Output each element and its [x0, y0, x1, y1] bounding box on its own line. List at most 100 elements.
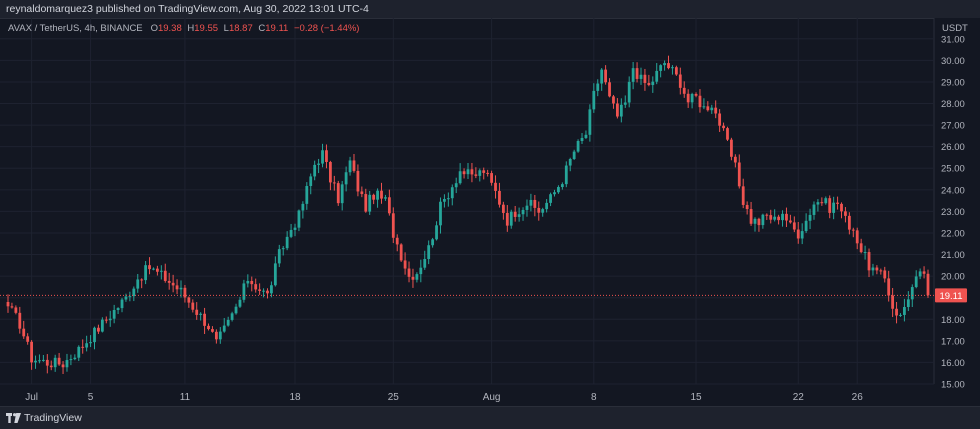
tradingview-brand[interactable]: TradingView: [24, 412, 82, 424]
candle-body: [812, 204, 816, 215]
candle-body: [714, 107, 718, 114]
candle-body: [616, 103, 619, 117]
symbol-name: AVAX / TetherUS, 4h, BINANCE: [8, 23, 143, 34]
candle-body: [144, 265, 148, 281]
candle-body: [167, 280, 171, 283]
candle-body: [81, 346, 85, 348]
candle-body: [730, 139, 733, 157]
candle-body: [171, 282, 175, 286]
candle-body: [407, 268, 411, 277]
candle-body: [73, 357, 77, 360]
candle-body: [262, 290, 265, 292]
candle-body: [156, 268, 159, 272]
candle-body: [116, 308, 120, 311]
candle-body: [140, 279, 144, 281]
candle-body: [458, 171, 462, 184]
candle-body: [851, 229, 855, 231]
candle-body: [498, 190, 501, 205]
candle-body: [710, 107, 714, 111]
candle-body: [61, 364, 65, 368]
candle-body: [211, 329, 214, 332]
candle-body: [57, 357, 61, 365]
candle-body: [600, 69, 604, 84]
candle-body: [435, 225, 438, 240]
x-tick-label: Aug: [483, 392, 501, 403]
candle-body: [549, 194, 552, 203]
candle-body: [399, 244, 403, 261]
candle-body: [187, 297, 191, 303]
candle-body: [340, 184, 344, 204]
footer-bar: TradingView: [0, 406, 980, 429]
candle-body: [639, 74, 643, 79]
candle-body: [478, 170, 482, 176]
candle-body: [808, 214, 812, 221]
candle-body: [572, 151, 576, 160]
x-tick-label: 8: [591, 392, 597, 403]
candle-body: [859, 243, 863, 253]
candle-body: [686, 93, 690, 103]
candle-body: [163, 270, 167, 281]
candle-body: [77, 346, 81, 358]
candle-body: [895, 308, 898, 316]
candle-body: [745, 204, 749, 210]
candle-body: [454, 183, 458, 188]
candle-body: [486, 172, 490, 174]
tradingview-logo-icon[interactable]: [6, 413, 21, 423]
candle-body: [608, 82, 611, 97]
currency-label: USDT: [942, 23, 968, 34]
candle-body: [411, 276, 415, 280]
candle-body: [136, 279, 140, 289]
candle-body: [726, 128, 729, 140]
candle-body: [104, 319, 108, 321]
candle-body: [698, 95, 702, 108]
close-value: 19.11: [265, 23, 289, 34]
candle-body: [482, 170, 486, 173]
candle-body: [828, 198, 832, 213]
candle-body: [431, 239, 435, 246]
candle-body: [293, 227, 297, 230]
candle-body: [529, 199, 533, 206]
y-tick-label: 17.00: [941, 336, 965, 347]
candle-body: [159, 270, 163, 272]
y-tick-label: 28.00: [941, 99, 965, 110]
candle-body: [560, 184, 564, 188]
candle-body: [22, 328, 26, 337]
candle-body: [517, 214, 521, 217]
candle-body: [596, 83, 600, 91]
candle-body: [360, 191, 364, 195]
y-tick-label: 20.00: [941, 272, 965, 283]
open-value: 19.38: [157, 23, 182, 34]
candle-body: [65, 360, 69, 368]
candle-body: [521, 209, 525, 215]
candle-body: [234, 306, 238, 314]
candle-body: [855, 230, 859, 244]
x-tick-label: Jul: [25, 392, 38, 403]
candle-body: [840, 203, 843, 212]
candle-body: [175, 285, 179, 290]
candle-body: [871, 267, 875, 271]
candle-body: [250, 280, 254, 285]
price-chart[interactable]: 15.0016.0017.0018.0019.0020.0021.0022.00…: [0, 18, 980, 406]
candle-body: [761, 214, 765, 226]
candle-body: [38, 360, 41, 362]
candle-body: [576, 140, 580, 152]
candle-body: [18, 312, 22, 329]
candle-body: [179, 287, 183, 290]
candle-body: [910, 287, 914, 300]
y-tick-label: 24.00: [941, 185, 965, 196]
candle-body: [545, 202, 549, 210]
candle-body: [183, 287, 187, 298]
candle-body: [384, 197, 387, 199]
candle-body: [788, 220, 792, 223]
candle-body: [30, 341, 33, 363]
candle-body: [148, 265, 151, 270]
candle-body: [49, 365, 53, 368]
candle-body: [470, 169, 474, 175]
candle-body: [230, 313, 234, 320]
y-tick-label: 29.00: [941, 77, 965, 88]
candle-body: [124, 296, 128, 300]
candle-body: [863, 252, 867, 254]
candle-body: [568, 159, 572, 166]
candle-body: [678, 74, 682, 88]
candle-body: [207, 325, 210, 330]
